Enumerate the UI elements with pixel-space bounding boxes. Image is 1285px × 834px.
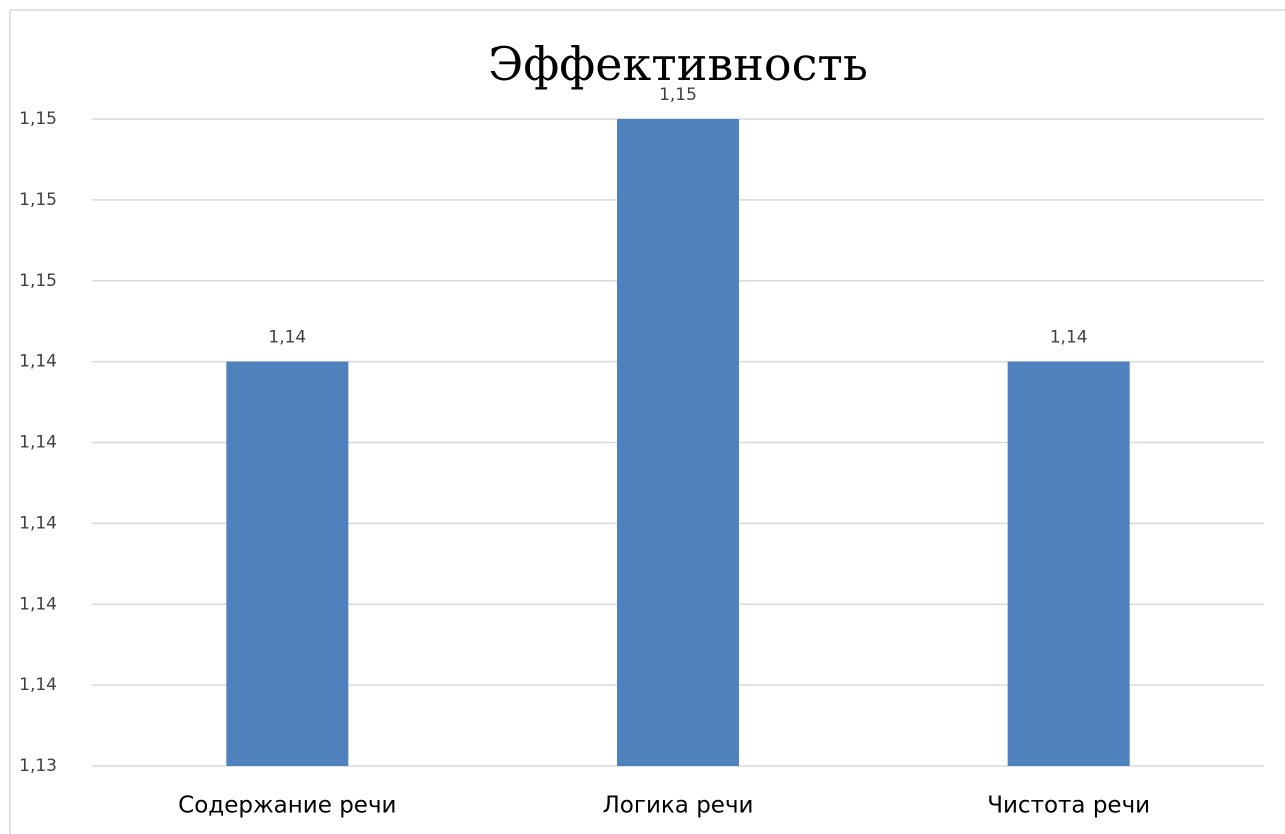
chart-title: Эффективность (488, 37, 868, 91)
y-tick-label: 1,15 (19, 271, 57, 291)
x-tick-label: Логика речи (603, 793, 754, 819)
y-tick-label: 1,14 (19, 513, 57, 533)
bar (1007, 361, 1130, 766)
y-tick-label: 1,15 (19, 109, 57, 129)
x-tick-label: Содержание речи (178, 793, 396, 819)
y-tick-label: 1,14 (19, 594, 57, 614)
y-tick-label: 1,14 (19, 352, 57, 372)
y-tick-label: 1,14 (19, 433, 57, 453)
y-tick-label: 1,14 (19, 675, 57, 695)
y-tick-label: 1,15 (19, 190, 57, 210)
value-label: 1,14 (268, 328, 306, 348)
bar (226, 361, 349, 766)
value-label: 1,15 (659, 85, 697, 105)
value-label: 1,14 (1050, 328, 1088, 348)
x-tick-label: Чистота речи (987, 793, 1150, 819)
bar (617, 119, 739, 766)
y-tick-label: 1,13 (19, 756, 57, 776)
